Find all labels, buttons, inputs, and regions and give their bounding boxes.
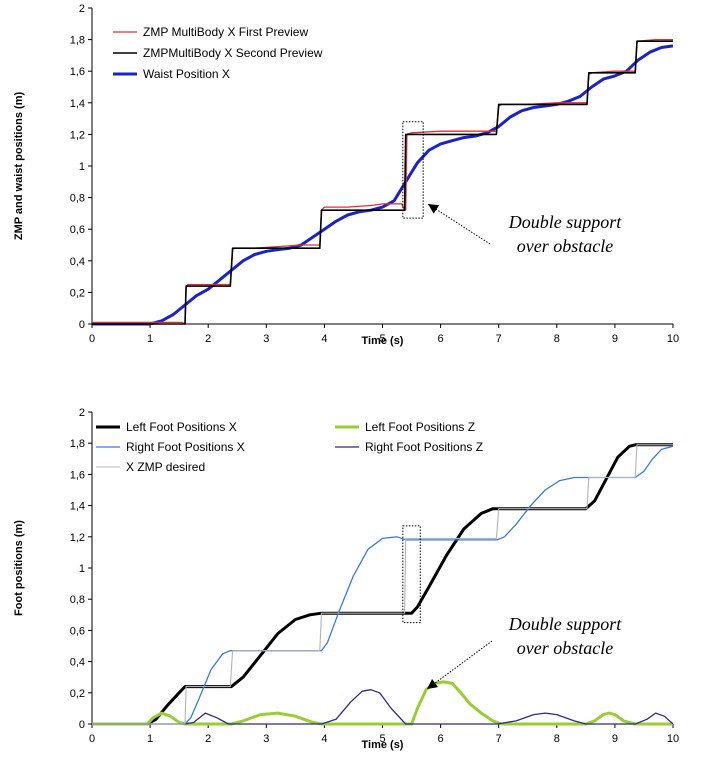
annotation-arrow-line — [426, 640, 493, 690]
series-line-waist-position-x — [92, 44, 674, 326]
y-tick-label: 0,4 — [70, 657, 85, 669]
annotation-arrow-head — [428, 204, 440, 214]
x-tick-label: 3 — [263, 733, 269, 745]
series-line-zmpmultibody-x-second-preview — [92, 40, 673, 325]
legend-label: Left Foot Positions Z — [365, 420, 475, 434]
x-tick-label: 5 — [379, 733, 385, 745]
series-line-right-foot-positions-z — [92, 689, 674, 725]
y-tick-label: 0 — [79, 719, 85, 731]
x-tick-label: 9 — [612, 733, 618, 745]
legend-label: Right Foot Positions X — [126, 440, 245, 454]
y-axis-label: ZMP and waist positions (m) — [13, 92, 25, 241]
y-tick-label: 1,4 — [70, 98, 85, 110]
x-tick-label: 0 — [89, 333, 95, 345]
y-axis-label: Foot positions (m) — [13, 520, 25, 616]
x-tick-label: 6 — [438, 733, 444, 745]
y-tick-label: 0,2 — [70, 287, 85, 299]
series-line-x-zmp-desired — [92, 444, 673, 725]
y-tick-label: 0,6 — [70, 224, 85, 236]
x-tick-label: 1 — [147, 733, 153, 745]
annotation-arrow-line — [427, 203, 491, 245]
legend: ZMP MultiBody X First Preview ZMPMultiBod… — [113, 25, 323, 81]
y-tick-label: 0,4 — [70, 256, 85, 268]
chart-1: 0 0,2 0,4 0,6 0,8 1 1,2 1,4 1,6 1,8 2 0 1 2 3 4 5 6 7 8 9 10 T… — [13, 3, 679, 347]
y-tick-label: 1 — [79, 563, 85, 575]
chart-2: 0 0,2 0,4 0,6 0,8 1 1,2 1,4 1,6 1,8 2 0 1 2 3 4 5 6 7 8 9 10 T… — [13, 407, 679, 751]
x-tick-label: 8 — [554, 733, 560, 745]
x-tick-label: 1 — [147, 333, 153, 345]
annotation-text-line2: over obstacle — [517, 236, 613, 256]
x-tick-label: 10 — [667, 333, 679, 345]
x-tick-label: 2 — [205, 333, 211, 345]
x-axis-label: Time (s) — [362, 739, 404, 751]
y-tick-label: 1 — [79, 161, 85, 173]
legend: Left Foot Positions X Right Foot Position… — [96, 420, 483, 474]
legend-label: Right Foot Positions Z — [365, 440, 483, 454]
annotation-arrow-head — [427, 679, 439, 689]
annotation-text-line1: Double support — [508, 614, 622, 634]
series-line-left-foot-positions-z — [92, 680, 673, 726]
legend-label: ZMP MultiBody X First Preview — [143, 25, 308, 39]
annotation-text-line2: over obstacle — [517, 638, 613, 658]
series-line-zmp-multibody-x-first-preview — [92, 38, 673, 325]
y-tick-label: 0,8 — [70, 193, 85, 205]
y-tick-label: 1,8 — [70, 35, 85, 47]
series-line-left-foot-positions-x — [92, 443, 673, 726]
y-tick-label: 1,8 — [70, 438, 85, 450]
x-tick-label: 7 — [496, 333, 502, 345]
x-tick-label: 7 — [496, 733, 502, 745]
legend-label: Waist Position X — [143, 67, 230, 81]
legend-label: ZMPMultiBody X Second Preview — [143, 46, 323, 60]
legend-label: Left Foot Positions X — [126, 420, 237, 434]
series-line-right-foot-positions-x — [92, 445, 674, 725]
y-tick-label: 0,6 — [70, 625, 85, 637]
annotation-text-line1: Double support — [508, 212, 622, 232]
x-tick-label: 6 — [438, 333, 444, 345]
x-tick-label: 4 — [321, 333, 327, 345]
y-tick-label: 1,2 — [70, 532, 85, 544]
double-support-box — [402, 121, 424, 219]
legend-label: X ZMP desired — [126, 460, 205, 474]
y-tick-label: 0 — [79, 319, 85, 331]
x-tick-label: 0 — [89, 733, 95, 745]
y-tick-label: 2 — [79, 407, 85, 419]
x-tick-label: 4 — [321, 733, 327, 745]
x-tick-label: 2 — [205, 733, 211, 745]
y-tick-label: 2 — [79, 3, 85, 15]
y-tick-label: 1,6 — [70, 469, 85, 481]
y-tick-label: 1,2 — [70, 129, 85, 141]
y-tick-label: 1,4 — [70, 501, 85, 513]
y-tick-label: 1,6 — [70, 66, 85, 78]
x-tick-label: 5 — [379, 333, 385, 345]
y-tick-label: 0,2 — [70, 688, 85, 700]
x-axis-label: Time (s) — [362, 335, 404, 347]
y-tick-label: 0,8 — [70, 594, 85, 606]
x-tick-label: 9 — [612, 333, 618, 345]
x-tick-label: 3 — [263, 333, 269, 345]
x-tick-label: 10 — [667, 733, 679, 745]
x-tick-label: 8 — [554, 333, 560, 345]
